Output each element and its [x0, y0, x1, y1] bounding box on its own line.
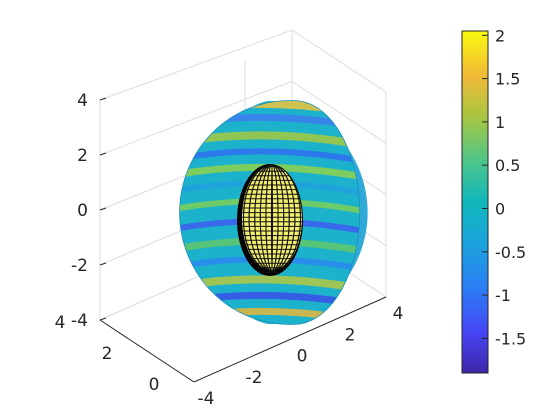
mesh-line — [271, 165, 273, 272]
x-tick-labels: -4 -2 0 2 4 — [198, 304, 404, 409]
x-tick-label: 0 — [297, 347, 308, 367]
colorbar-tick-label: 0.5 — [495, 156, 520, 175]
colorbar-tick-label: -1.5 — [495, 329, 526, 348]
z-tick-mark — [99, 97, 107, 101]
field-band — [179, 307, 360, 325]
y-tick-label: 4 — [55, 313, 66, 333]
colorbar-tick-label: -0.5 — [495, 243, 526, 262]
slab-outline — [179, 100, 361, 325]
field-spot — [153, 185, 177, 245]
colorbar-tick-label: -1 — [495, 286, 511, 305]
x-tick-label: -4 — [198, 389, 215, 409]
field-band — [179, 163, 360, 190]
z-tick-label: 4 — [77, 91, 88, 111]
z-tick-mark — [99, 152, 107, 156]
colorbar: 2 1.5 1 0.5 0 -0.5 -1 -1.5 — [461, 26, 526, 374]
ellipsoid-mesh — [238, 165, 302, 273]
field-band — [179, 148, 360, 173]
y-tick-labels: 0 2 4 — [55, 313, 160, 395]
colorbar-tick-label: 0 — [495, 199, 505, 218]
mesh-line — [243, 165, 301, 272]
colorbar-gradient — [461, 30, 489, 374]
z-tick-label: -2 — [71, 256, 88, 276]
z-tick-labels: -4 -2 0 2 4 — [71, 91, 107, 331]
z-tick-label: 0 — [77, 201, 88, 221]
y-tick-label: 0 — [149, 375, 160, 395]
z-tick-mark — [99, 262, 107, 266]
z-tick-mark — [99, 207, 107, 211]
z-tick-label: -4 — [71, 311, 88, 331]
colorbar-tick-label: 1 — [495, 113, 505, 132]
z-tick-mark — [99, 317, 107, 321]
x-tick-label: 2 — [345, 325, 356, 345]
y-tick-label: 2 — [102, 344, 113, 364]
x-tick-label: -2 — [246, 368, 263, 388]
x-tick-label: 4 — [393, 304, 404, 324]
colorbar-tick-label: 2 — [495, 26, 505, 45]
grid-line — [99, 80, 387, 156]
axis-lines — [99, 296, 387, 383]
colorbar-tick-label: 1.5 — [495, 70, 520, 89]
colorbar-ticks: 2 1.5 1 0.5 0 -0.5 -1 -1.5 — [482, 26, 526, 348]
z-tick-label: 2 — [77, 146, 88, 166]
